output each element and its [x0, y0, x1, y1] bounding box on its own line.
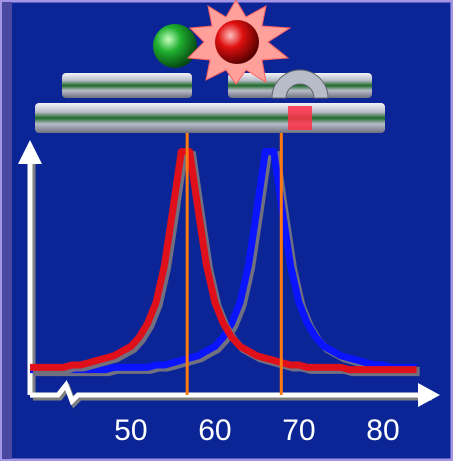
green-sphere — [153, 24, 197, 68]
x-tick-label: 50 — [114, 414, 147, 447]
x-tick-label: 80 — [366, 414, 399, 447]
red-sphere — [215, 20, 259, 64]
page: {"chart_data": {"type": "line", "x": [38… — [0, 0, 453, 461]
x-tick-label: 60 — [198, 414, 231, 447]
chart: 50 60 70 80 — [0, 0, 453, 461]
strand — [62, 73, 192, 98]
strand — [35, 103, 385, 133]
mismatch — [288, 106, 312, 130]
x-tick-label: 70 — [282, 414, 315, 447]
frame-strip — [2, 2, 12, 459]
